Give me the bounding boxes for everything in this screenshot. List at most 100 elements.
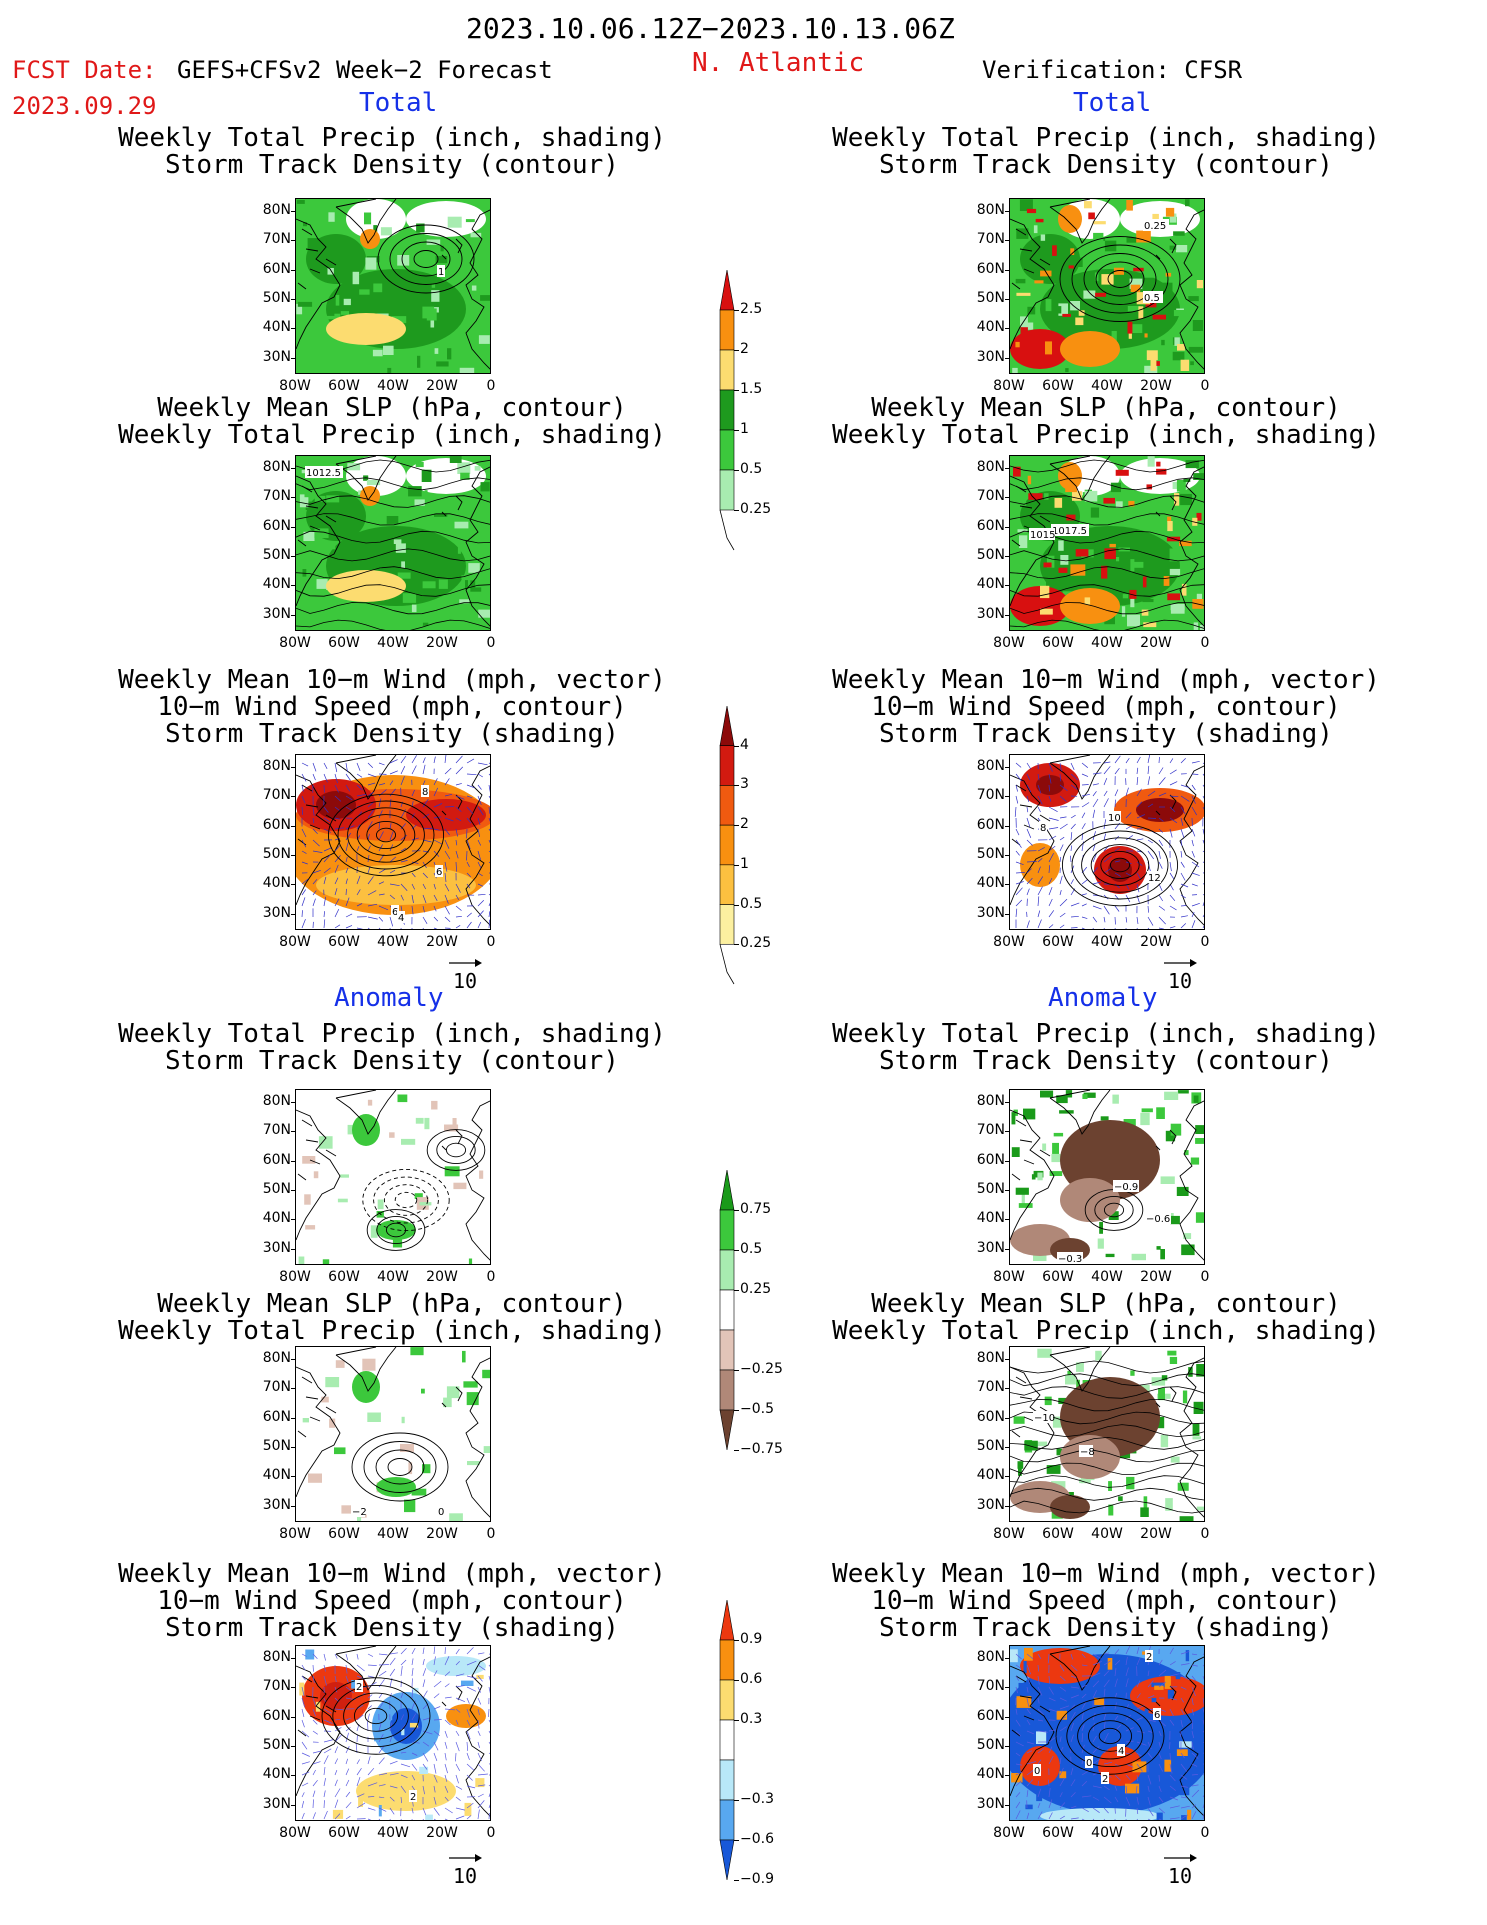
colorbar-label: −0.25: [740, 1361, 783, 1377]
contour-label-bg: [355, 1680, 363, 1692]
colorbar-tick: [734, 510, 739, 511]
colorbar-segment: [719, 469, 735, 511]
colorbar-label: −0.9: [740, 1871, 774, 1887]
contour-label-bg: [1143, 291, 1163, 303]
coastline: [1010, 456, 1204, 627]
lat-tick: [291, 1446, 295, 1448]
coastline: [296, 1646, 490, 1817]
shading-region: [316, 791, 356, 819]
contour-label-bg: [421, 785, 429, 797]
lon-tick-label: 60W: [1042, 635, 1074, 651]
lat-tick: [291, 1359, 295, 1360]
colorbar-tick: [734, 1880, 739, 1881]
shading-region: [446, 1704, 486, 1728]
lat-tick: [1005, 854, 1009, 856]
lat-tick: [291, 1476, 295, 1478]
colorbar-tick: [734, 1370, 739, 1371]
lon-tick-label: 60W: [328, 934, 360, 950]
lon-tick-label: 0: [1200, 1825, 1210, 1841]
contour-label-bg: [1057, 1252, 1083, 1264]
lat-tick: [1005, 585, 1009, 587]
colorbar-segment: [719, 389, 735, 431]
map-panel-precip_total-forecast: 1: [295, 198, 491, 374]
lat-tick-label: 80N: [262, 1350, 291, 1366]
lat-tick-label: 30N: [976, 348, 1005, 365]
colorbar-label: 1: [740, 421, 749, 437]
shading-region: [1020, 843, 1060, 887]
panel-title-line: Weekly Mean SLP (hPa, contour): [871, 1289, 1341, 1319]
lat-tick-label: 70N: [262, 231, 291, 248]
contour-lines: [296, 459, 490, 630]
colorbar-storm-anom: [719, 1600, 735, 1881]
lat-tick-label: 30N: [262, 1239, 291, 1256]
colorbar-tick: [734, 470, 739, 471]
lat-tick-label: 60N: [262, 517, 291, 534]
panel-title-line: 10−m Wind Speed (mph, contour): [871, 692, 1341, 722]
lon-tick-label: 20W: [1140, 934, 1172, 950]
lat-tick: [291, 526, 295, 528]
lat-tick: [1005, 884, 1009, 886]
section-total-fcst: Total: [359, 88, 438, 118]
map-canvas: −0.9 −0.6 −0.3: [1010, 1090, 1204, 1264]
lat-tick-label: 50N: [976, 289, 1005, 306]
lat-tick-label: 60N: [976, 1707, 1005, 1724]
lat-tick: [291, 1658, 295, 1659]
shading-region: [1010, 329, 1070, 369]
contour-label: 0.5: [1144, 293, 1160, 304]
colorbar-tick: [734, 1680, 739, 1681]
contour-label-bg: [437, 1505, 445, 1517]
colorbar-label: −0.3: [740, 1791, 774, 1807]
verification-label: Verification: CFSR: [982, 56, 1243, 84]
panel-title-line: Weekly Mean 10−m Wind (mph, vector): [118, 1559, 666, 1589]
lat-tick: [1005, 825, 1009, 827]
lon-tick-label: 60W: [328, 1269, 360, 1285]
lat-tick: [291, 357, 295, 359]
fcst-model: GEFS+CFSv2 Week−2 Forecast: [177, 56, 553, 84]
colorbar-precip-total: [719, 270, 735, 551]
colorbar-tick: [734, 430, 739, 431]
colorbar-segment: [719, 1329, 735, 1371]
map-canvas: 1012.5: [296, 456, 490, 630]
contour-label-bg: [391, 905, 399, 917]
colorbar-tick: [734, 1800, 739, 1801]
lat-tick: [291, 1417, 295, 1419]
lon-tick-label: 20W: [1140, 1825, 1172, 1841]
contour-label: −8: [1080, 1447, 1095, 1458]
contour-label: 0.25: [1144, 221, 1166, 232]
lat-tick: [291, 1131, 295, 1133]
colorbar-label: 0.75: [740, 1201, 772, 1217]
contour-label: 6: [436, 867, 442, 878]
contour-set: [351, 1432, 449, 1502]
lon-tick-label: 20W: [426, 1526, 458, 1542]
map-panel-slp_anom-verification: −10 −8: [1009, 1346, 1205, 1522]
colorbar-label: 4: [740, 736, 749, 753]
colorbar-label: 0.5: [740, 1241, 763, 1257]
shading-region: [376, 1220, 416, 1240]
lon-tick-label: 0: [1200, 1269, 1210, 1285]
lat-tick-label: 40N: [262, 1467, 291, 1484]
panel-title-line: Storm Track Density (contour): [165, 150, 619, 180]
panel-title-line: Weekly Mean SLP (hPa, contour): [871, 393, 1341, 423]
lat-tick: [291, 1102, 295, 1103]
colorbar-label: 0.3: [740, 1711, 763, 1727]
lon-tick-label: 40W: [1091, 635, 1123, 651]
lat-tick: [1005, 468, 1009, 469]
vector-ref-label: 10: [453, 969, 478, 993]
lon-tick-label: 80W: [279, 635, 311, 651]
colorbar-label: 0.5: [740, 461, 763, 477]
lon-tick-label: 40W: [377, 378, 409, 394]
lon-tick-label: 0: [486, 635, 496, 651]
lon-tick-label: 80W: [279, 378, 311, 394]
colorbar-label: 0.5: [740, 895, 763, 912]
panel-title-line: Weekly Mean 10−m Wind (mph, vector): [832, 665, 1380, 695]
colorbar-tick: [734, 1450, 739, 1451]
contour-set: [377, 224, 475, 294]
lat-tick: [291, 614, 295, 616]
lat-tick: [1005, 1476, 1009, 1478]
lat-tick: [1005, 913, 1009, 915]
lat-tick-label: 70N: [976, 1379, 1005, 1396]
lat-tick-label: 30N: [976, 1496, 1005, 1513]
lat-tick-label: 70N: [262, 1678, 291, 1695]
panel-title-line: Weekly Total Precip (inch, shading): [118, 1019, 666, 1049]
lat-tick-label: 70N: [976, 488, 1005, 505]
